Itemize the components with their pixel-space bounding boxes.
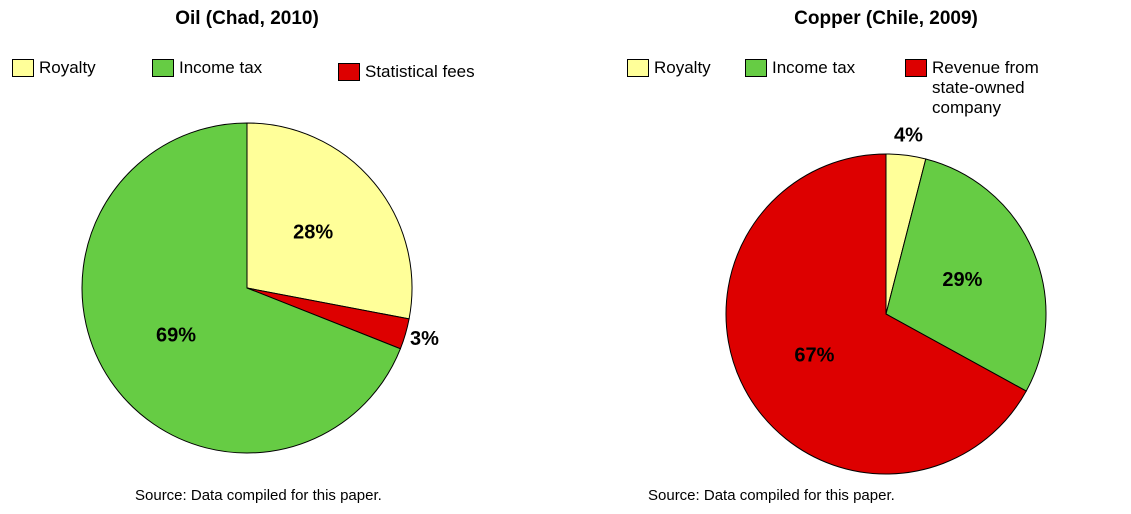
legend-swatch bbox=[745, 59, 767, 77]
legend-item: Income tax bbox=[745, 58, 895, 78]
pie-slice bbox=[885, 158, 1047, 392]
data-label: 29% bbox=[942, 269, 982, 291]
legend-label: Income tax bbox=[179, 58, 263, 77]
legend-label: Royalty bbox=[654, 58, 711, 77]
pie-slice bbox=[246, 122, 413, 320]
data-label: 67% bbox=[794, 345, 834, 367]
legend-swatch bbox=[905, 59, 927, 77]
legend-swatch bbox=[12, 59, 34, 77]
data-label: 28% bbox=[293, 222, 333, 244]
data-label: 4% bbox=[894, 124, 923, 146]
source-note: Source: Data compiled for this paper. bbox=[135, 487, 382, 504]
legend-swatch bbox=[627, 59, 649, 77]
data-label: 3% bbox=[410, 328, 439, 350]
data-label: 69% bbox=[156, 325, 196, 347]
pie-slice bbox=[81, 122, 402, 454]
legend-swatch bbox=[152, 59, 174, 77]
legend-item: Income tax bbox=[152, 58, 312, 78]
source-note: Source: Data compiled for this paper. bbox=[648, 487, 895, 504]
legend-item: Royalty bbox=[12, 58, 132, 78]
legend-label: Royalty bbox=[39, 58, 96, 77]
legend-item: Revenue from state-owned company bbox=[905, 58, 1065, 118]
legend-label: Revenue from state-owned company bbox=[932, 58, 1039, 117]
legend-item: Statistical fees bbox=[338, 62, 538, 82]
legend-swatch bbox=[338, 63, 360, 81]
pie-slice bbox=[725, 153, 1027, 475]
legend-item: Royalty bbox=[627, 58, 737, 78]
chart-title: Copper (Chile, 2009) bbox=[794, 8, 978, 29]
chart-title: Oil (Chad, 2010) bbox=[175, 8, 319, 29]
legend-label: Statistical fees bbox=[365, 62, 475, 81]
legend-label: Income tax bbox=[772, 58, 856, 77]
